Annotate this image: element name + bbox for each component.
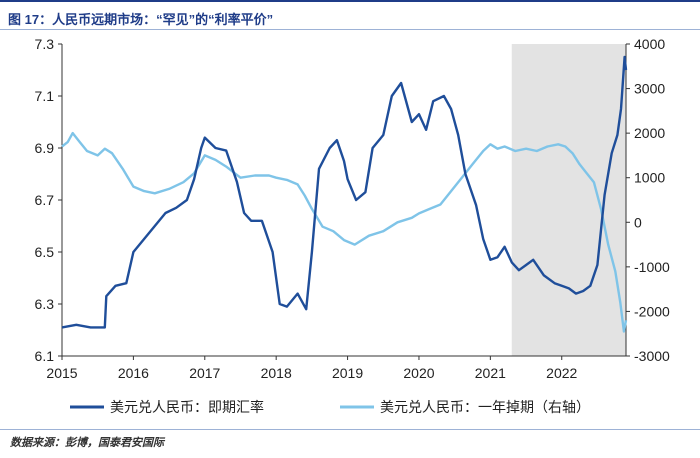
- swap-line: [61, 131, 628, 333]
- source-note: 数据来源：彭博，国泰君安国际: [10, 437, 164, 449]
- right-tick-label: 1000: [634, 170, 665, 186]
- x-tick-label: 2020: [403, 365, 434, 381]
- right-tick-label: -3000: [634, 348, 670, 364]
- figure-title: 图 17：人民币远期市场：“罕见”的“利率平价”: [8, 12, 274, 27]
- left-tick-label: 6.3: [35, 296, 55, 312]
- shaded-region: [511, 44, 626, 356]
- x-tick-label: 2017: [189, 365, 220, 381]
- left-tick-label: 6.1: [35, 348, 55, 364]
- left-tick-label: 7.3: [35, 36, 55, 52]
- x-tick-label: 2019: [332, 365, 363, 381]
- right-tick-label: 4000: [634, 36, 665, 52]
- right-tick-label: 2000: [634, 125, 665, 141]
- right-tick-label: 3000: [634, 81, 665, 97]
- right-tick-label: 0: [634, 214, 642, 230]
- x-tick-label: 2022: [546, 365, 577, 381]
- x-tick-label: 2015: [46, 365, 77, 381]
- left-tick-label: 7.1: [35, 88, 55, 104]
- x-tick-label: 2016: [118, 365, 149, 381]
- source-divider: [0, 429, 700, 430]
- left-tick-label: 6.7: [35, 192, 55, 208]
- legend-label-swap: 美元兑人民币：一年掉期（右轴）: [380, 399, 590, 415]
- spot-rate-line: [61, 55, 628, 329]
- left-tick-label: 6.5: [35, 244, 55, 260]
- x-tick-label: 2018: [261, 365, 292, 381]
- chart: 6.1 6.3 6.5 6.7 6.9 7.1 7.3 -3000 -2000 -1000 0 100…: [35, 36, 670, 415]
- right-tick-label: -2000: [634, 303, 670, 319]
- right-tick-label: -1000: [634, 259, 670, 275]
- x-tick-label: 2021: [475, 365, 506, 381]
- legend-label-spot: 美元兑人民币：即期汇率: [110, 399, 264, 415]
- title-bar: 图 17：人民币远期市场：“罕见”的“利率平价”: [0, 0, 700, 30]
- left-tick-label: 6.9: [35, 140, 55, 156]
